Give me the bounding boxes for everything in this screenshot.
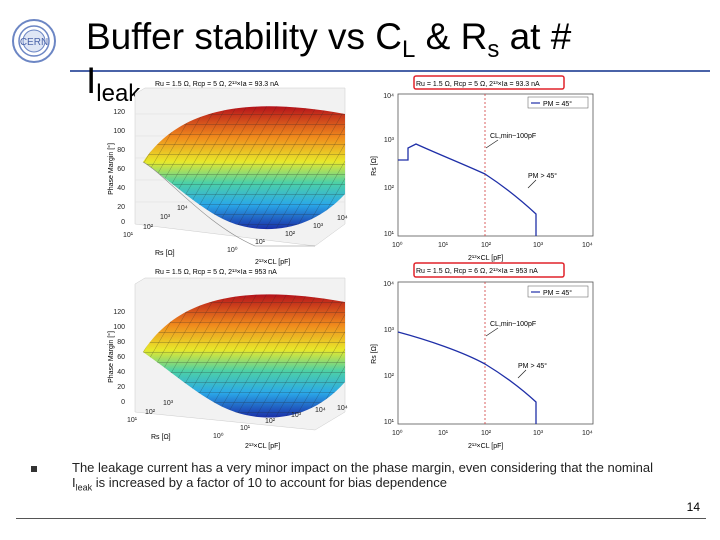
plot-caption: Ru = 1.5 Ω, Rcp = 5 Ω, 2¹³×Ia = 93.3 nA	[155, 81, 279, 88]
z-tick: 100	[113, 128, 125, 135]
body-text: The leakage current has a very minor imp…	[72, 460, 653, 493]
x1-tick: 10¹	[123, 232, 134, 239]
x-tick: 10¹	[438, 242, 449, 249]
x-tick: 10²	[481, 430, 492, 437]
y-tick: 10¹	[384, 419, 395, 426]
x2-axis-label: 2¹³×CL [pF]	[255, 259, 290, 266]
x2-tick: 10¹	[240, 425, 251, 432]
y-tick: 10²	[384, 373, 395, 380]
z-tick: 20	[117, 204, 125, 211]
annotation-pm: PM > 45°	[528, 172, 557, 180]
x-axis-label: 2¹³×CL [pF]	[468, 443, 503, 450]
x2-tick: 10²	[265, 418, 276, 425]
z-tick: 60	[117, 166, 125, 173]
annotation-cl-min: CL,min~100pF	[490, 321, 536, 328]
z-tick: 0	[121, 219, 125, 226]
x-tick: 10¹	[438, 430, 449, 437]
bullet-marker	[31, 466, 37, 472]
x1-tick: 10³	[160, 214, 171, 221]
plot-caption: Ru = 1.5 Ω, Rcp = 6 Ω, 2¹³×Ia = 953 nA	[416, 268, 538, 275]
x1-tick: 10⁴	[177, 205, 188, 212]
y-axis-label: Rs [Ω]	[371, 156, 378, 176]
z-tick: 0	[121, 399, 125, 406]
plot-caption: Ru = 1.5 Ω, Rcp = 5 Ω, 2¹³×Ia = 93.3 nA	[416, 81, 540, 88]
x-tick: 10³	[533, 430, 544, 437]
z-tick: 120	[113, 109, 125, 116]
x2-tick: 10⁴	[315, 407, 326, 414]
x2-tick: 10³	[313, 223, 324, 230]
x2-tick: 10⁰	[227, 246, 238, 254]
z-tick: 100	[113, 324, 125, 331]
y-tick: 10³	[384, 327, 395, 334]
annotation-pm: PM > 45°	[518, 362, 547, 370]
y-tick: 10⁴	[383, 93, 394, 100]
x2-tick: 10⁴	[337, 215, 348, 222]
x-tick: 10⁴	[582, 242, 593, 249]
x1-tick: 10¹	[127, 417, 138, 424]
y-tick: 10¹	[384, 231, 395, 238]
x1-tick: 10³	[163, 400, 174, 407]
x-axis-label: 2¹³×CL [pF]	[468, 255, 503, 262]
logo-text: CERN	[20, 37, 48, 48]
stability-plot-bottom: Ru = 1.5 Ω, Rcp = 6 Ω, 2¹³×Ia = 953 nA P…	[371, 262, 594, 450]
z-tick: 80	[117, 147, 125, 154]
y-tick: 10²	[384, 185, 395, 192]
z-axis-label: Phase Margin [°]	[107, 331, 115, 383]
y-axis-label: Rs [Ω]	[371, 344, 378, 364]
x-tick: 10²	[481, 242, 492, 249]
x-tick: 10⁰	[392, 429, 403, 437]
x-tick: 10³	[533, 242, 544, 249]
x2-tick: 10⁰	[213, 432, 224, 440]
legend-label: PM = 45°	[543, 100, 572, 108]
x-tick: 10⁰	[392, 241, 403, 249]
x2-tick: 10³	[291, 412, 302, 419]
z-tick: 40	[117, 369, 125, 376]
y-tick: 10⁴	[383, 281, 394, 288]
page-number: 14	[686, 500, 700, 514]
x2-axis-label: 2¹³×CL [pF]	[245, 443, 280, 450]
z-tick: 40	[117, 185, 125, 192]
x2-tick: 10¹	[255, 239, 266, 246]
surface-plot-top: Ru = 1.5 Ω, Rcp = 5 Ω, 2¹³×Ia = 93.3 nA …	[107, 81, 348, 266]
footer-rule	[16, 518, 706, 519]
x1-tick: 10²	[143, 224, 154, 231]
z-tick: 80	[117, 339, 125, 346]
legend-label: PM = 45°	[543, 289, 572, 297]
z-axis-label: Phase Margin [°]	[107, 143, 115, 195]
plot-caption: Ru = 1.5 Ω, Rcp = 5 Ω, 2¹³×Ia = 953 nA	[155, 269, 277, 276]
y-tick: 10³	[384, 137, 395, 144]
x-tick: 10⁴	[582, 430, 593, 437]
x1-axis-label: Rs [Ω]	[151, 434, 171, 441]
annotation-cl-min: CL,min~100pF	[490, 133, 536, 140]
z-tick: 20	[117, 384, 125, 391]
cern-logo: CERN	[12, 19, 56, 63]
x1-axis-label: Rs [Ω]	[155, 250, 175, 257]
slide-title: Buffer stability vs CL & Rs at #	[86, 16, 572, 63]
z-tick: 120	[113, 309, 125, 316]
title-underline	[70, 70, 710, 72]
stability-plot-top: Ru = 1.5 Ω, Rcp = 5 Ω, 2¹³×Ia = 93.3 nA …	[371, 75, 594, 262]
z-tick: 60	[117, 354, 125, 361]
x2-tick: 10²	[285, 231, 296, 238]
slide-title-line2: Ileak	[86, 60, 141, 107]
x1-tick: 10⁴	[337, 405, 348, 412]
surface-plot-bottom: Ru = 1.5 Ω, Rcp = 5 Ω, 2¹³×Ia = 953 nA 1…	[107, 269, 348, 450]
x1-tick: 10²	[145, 409, 156, 416]
